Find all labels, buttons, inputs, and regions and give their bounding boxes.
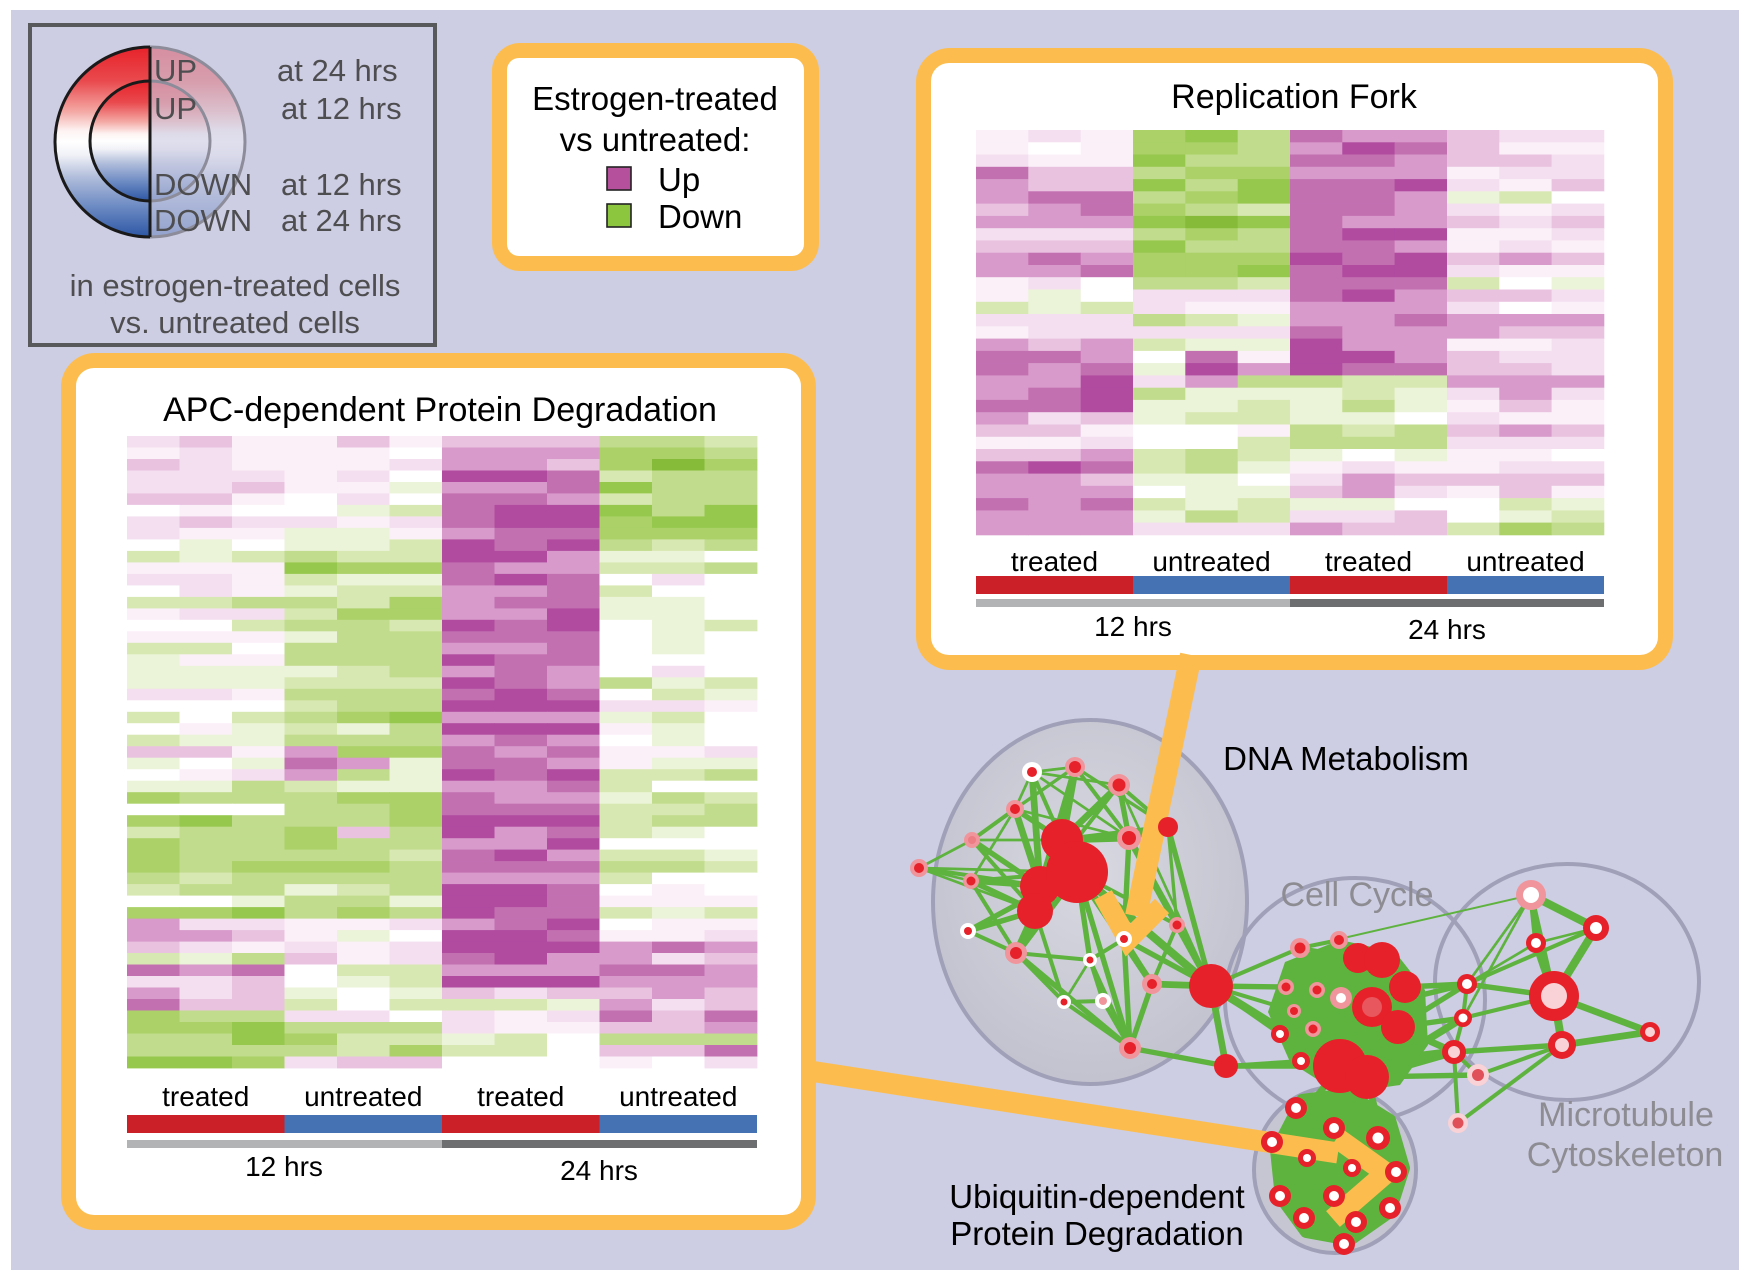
svg-text:at 24 hrs: at 24 hrs [281, 203, 402, 238]
svg-text:in estrogen-treated cells: in estrogen-treated cells [70, 268, 401, 303]
svg-text:Cell Cycle: Cell Cycle [1280, 876, 1433, 914]
svg-text:DNA Metabolism: DNA Metabolism [1223, 740, 1469, 777]
svg-text:untreated: untreated [619, 1081, 737, 1112]
svg-text:untreated: untreated [304, 1081, 422, 1112]
svg-text:untreated: untreated [1152, 546, 1270, 577]
svg-text:12 hrs: 12 hrs [1094, 611, 1172, 642]
svg-text:at 12 hrs: at 12 hrs [281, 91, 402, 126]
svg-text:12 hrs: 12 hrs [245, 1151, 323, 1182]
svg-text:UP: UP [154, 91, 197, 126]
svg-text:DOWN: DOWN [154, 167, 252, 202]
svg-text:at 24 hrs: at 24 hrs [277, 53, 398, 88]
svg-text:Estrogen-treated: Estrogen-treated [532, 80, 778, 117]
svg-text:24 hrs: 24 hrs [1408, 614, 1486, 645]
svg-text:treated: treated [1011, 546, 1098, 577]
svg-text:DOWN: DOWN [154, 203, 252, 238]
svg-text:vs untreated:: vs untreated: [560, 121, 751, 158]
svg-text:at 12 hrs: at 12 hrs [281, 167, 402, 202]
svg-text:UP: UP [154, 53, 197, 88]
svg-text:Up: Up [658, 161, 700, 198]
svg-text:Ubiquitin-dependent: Ubiquitin-dependent [949, 1178, 1244, 1215]
svg-text:Cytoskeleton: Cytoskeleton [1527, 1136, 1724, 1174]
svg-text:vs. untreated cells: vs. untreated cells [110, 305, 360, 340]
svg-text:Down: Down [658, 198, 742, 235]
svg-text:Replication Fork: Replication Fork [1171, 78, 1418, 116]
svg-text:24 hrs: 24 hrs [560, 1155, 638, 1186]
svg-text:Microtubule: Microtubule [1538, 1096, 1714, 1134]
svg-text:untreated: untreated [1466, 546, 1584, 577]
svg-text:treated: treated [477, 1081, 564, 1112]
svg-text:APC-dependent Protein Degradat: APC-dependent Protein Degradation [163, 391, 717, 429]
svg-text:Protein Degradation: Protein Degradation [950, 1215, 1244, 1252]
svg-text:treated: treated [162, 1081, 249, 1112]
svg-text:treated: treated [1325, 546, 1412, 577]
